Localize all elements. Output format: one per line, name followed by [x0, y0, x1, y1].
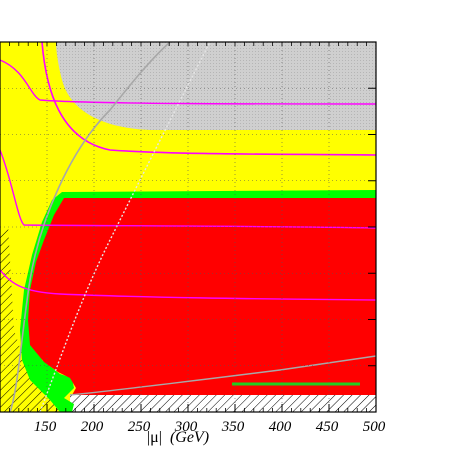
magenta-contour-3 [0, 149, 376, 229]
x-tick-label: 150 [34, 419, 57, 435]
magenta-contour-4 [0, 269, 376, 301]
x-tick-label: 400 [269, 419, 292, 435]
grey-boundary-curve [9, 42, 171, 412]
white-dashed-curve [39, 42, 211, 412]
magenta-contour-1 [41, 42, 376, 156]
x-axis-symbol: |μ| [147, 429, 162, 446]
grey-region [56, 42, 376, 130]
x-tick-label: 300 [174, 419, 198, 435]
green-band [20, 190, 376, 412]
grey-lower-curve [69, 355, 376, 396]
hatched-bottom-strip [70, 395, 376, 412]
x-tick-label: 350 [221, 419, 245, 435]
plot-area [0, 42, 376, 412]
x-tick-label: 200 [81, 419, 104, 435]
x-tick-label: 250 [128, 419, 151, 435]
x-axis-ticks: 150 200 250 300 350 400 450 500 [0, 42, 386, 435]
x-axis-title: |μ| (GeV) [147, 429, 209, 446]
x-tick-label: 450 [316, 419, 339, 435]
x-tick-label: 500 [363, 419, 386, 435]
hatched-region [0, 225, 70, 412]
magenta-contour-2 [0, 59, 376, 105]
x-axis-unit: (GeV) [170, 429, 209, 446]
grid [0, 42, 376, 412]
red-region [28, 198, 376, 395]
